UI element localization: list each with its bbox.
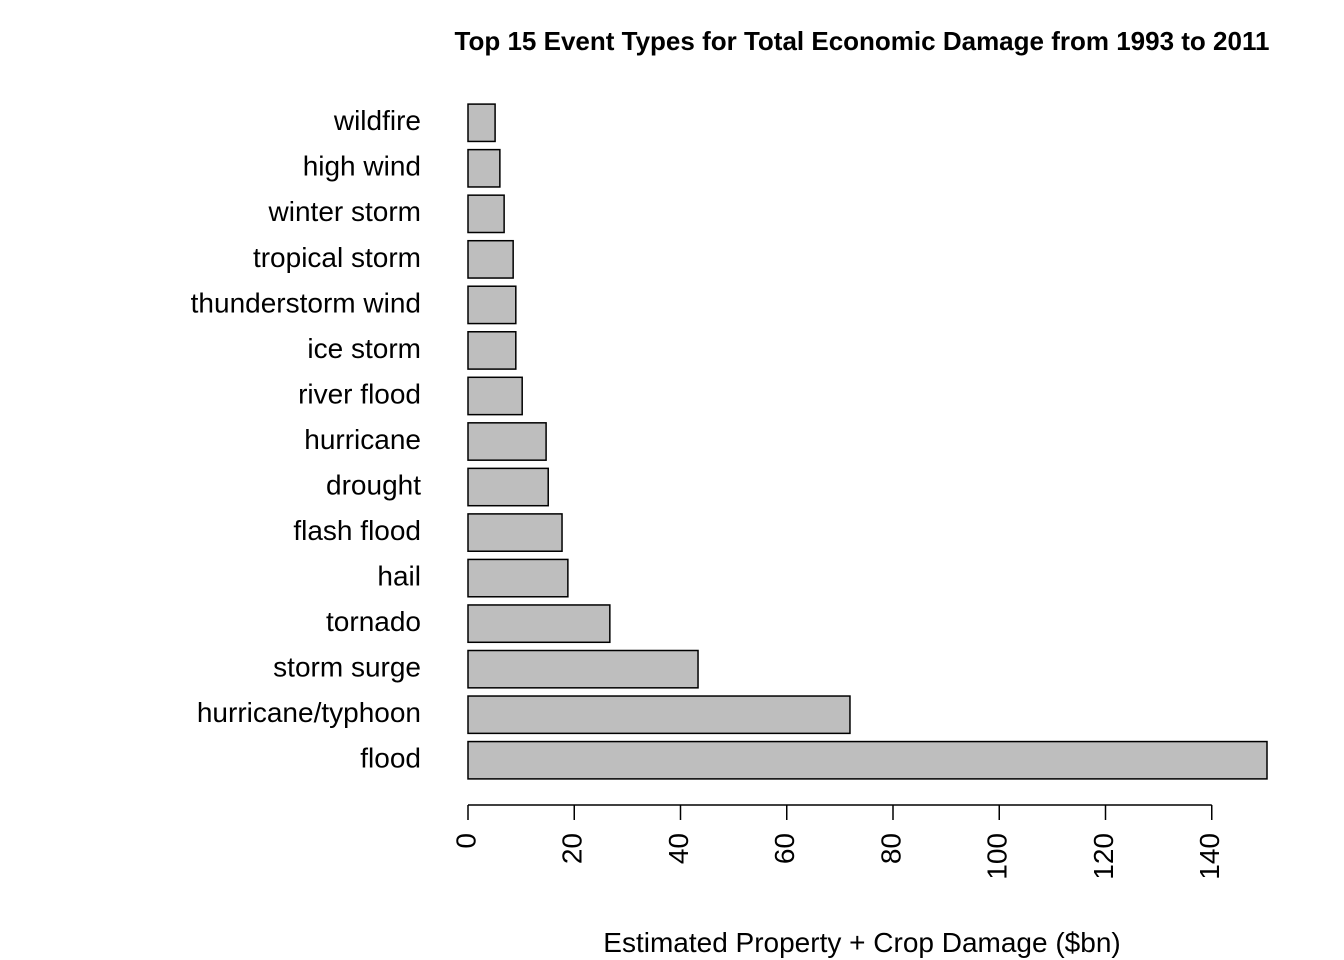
x-tick-label: 80 [875, 833, 906, 864]
bar [467, 239, 514, 279]
x-tick-label: 60 [769, 833, 800, 864]
y-tick-label: high wind [303, 151, 421, 182]
bar [467, 740, 1268, 780]
bar [467, 558, 569, 598]
y-tick-label: ice storm [307, 333, 421, 364]
bar [467, 604, 611, 644]
x-tick-label: 100 [982, 833, 1013, 880]
bar [467, 649, 699, 689]
y-tick-label: flash flood [293, 515, 421, 546]
bar [467, 467, 549, 507]
y-tick-label: hurricane [304, 424, 421, 455]
bar [467, 331, 517, 370]
x-tick-label: 40 [663, 833, 694, 864]
y-tick-label: wildfire [333, 105, 421, 136]
y-tick-label: thunderstorm wind [191, 287, 421, 318]
bar [467, 148, 501, 188]
bar [467, 376, 523, 416]
y-tick-label: drought [326, 469, 421, 500]
y-tick-label: river flood [298, 378, 421, 409]
x-tick-label: 140 [1194, 833, 1225, 880]
bar [467, 285, 517, 325]
x-tick-label: 20 [557, 833, 588, 864]
y-tick-label: hurricane/typhoon [197, 697, 421, 728]
bar [467, 695, 851, 735]
y-tick-label: hail [377, 560, 421, 591]
y-tick-label: tropical storm [253, 242, 421, 273]
x-axis-label: Estimated Property + Crop Damage ($bn) [603, 927, 1120, 958]
x-tick-label: 0 [450, 833, 481, 849]
bar [467, 194, 505, 234]
y-tick-label: winter storm [268, 196, 421, 227]
x-tick-label: 120 [1088, 833, 1119, 880]
y-tick-label: storm surge [273, 652, 421, 683]
bar [467, 513, 563, 552]
bar [467, 103, 496, 143]
y-tick-label: flood [360, 743, 421, 774]
y-tick-label: tornado [326, 606, 421, 637]
bar [467, 422, 547, 461]
chart-title: Top 15 Event Types for Total Economic Da… [455, 26, 1270, 56]
